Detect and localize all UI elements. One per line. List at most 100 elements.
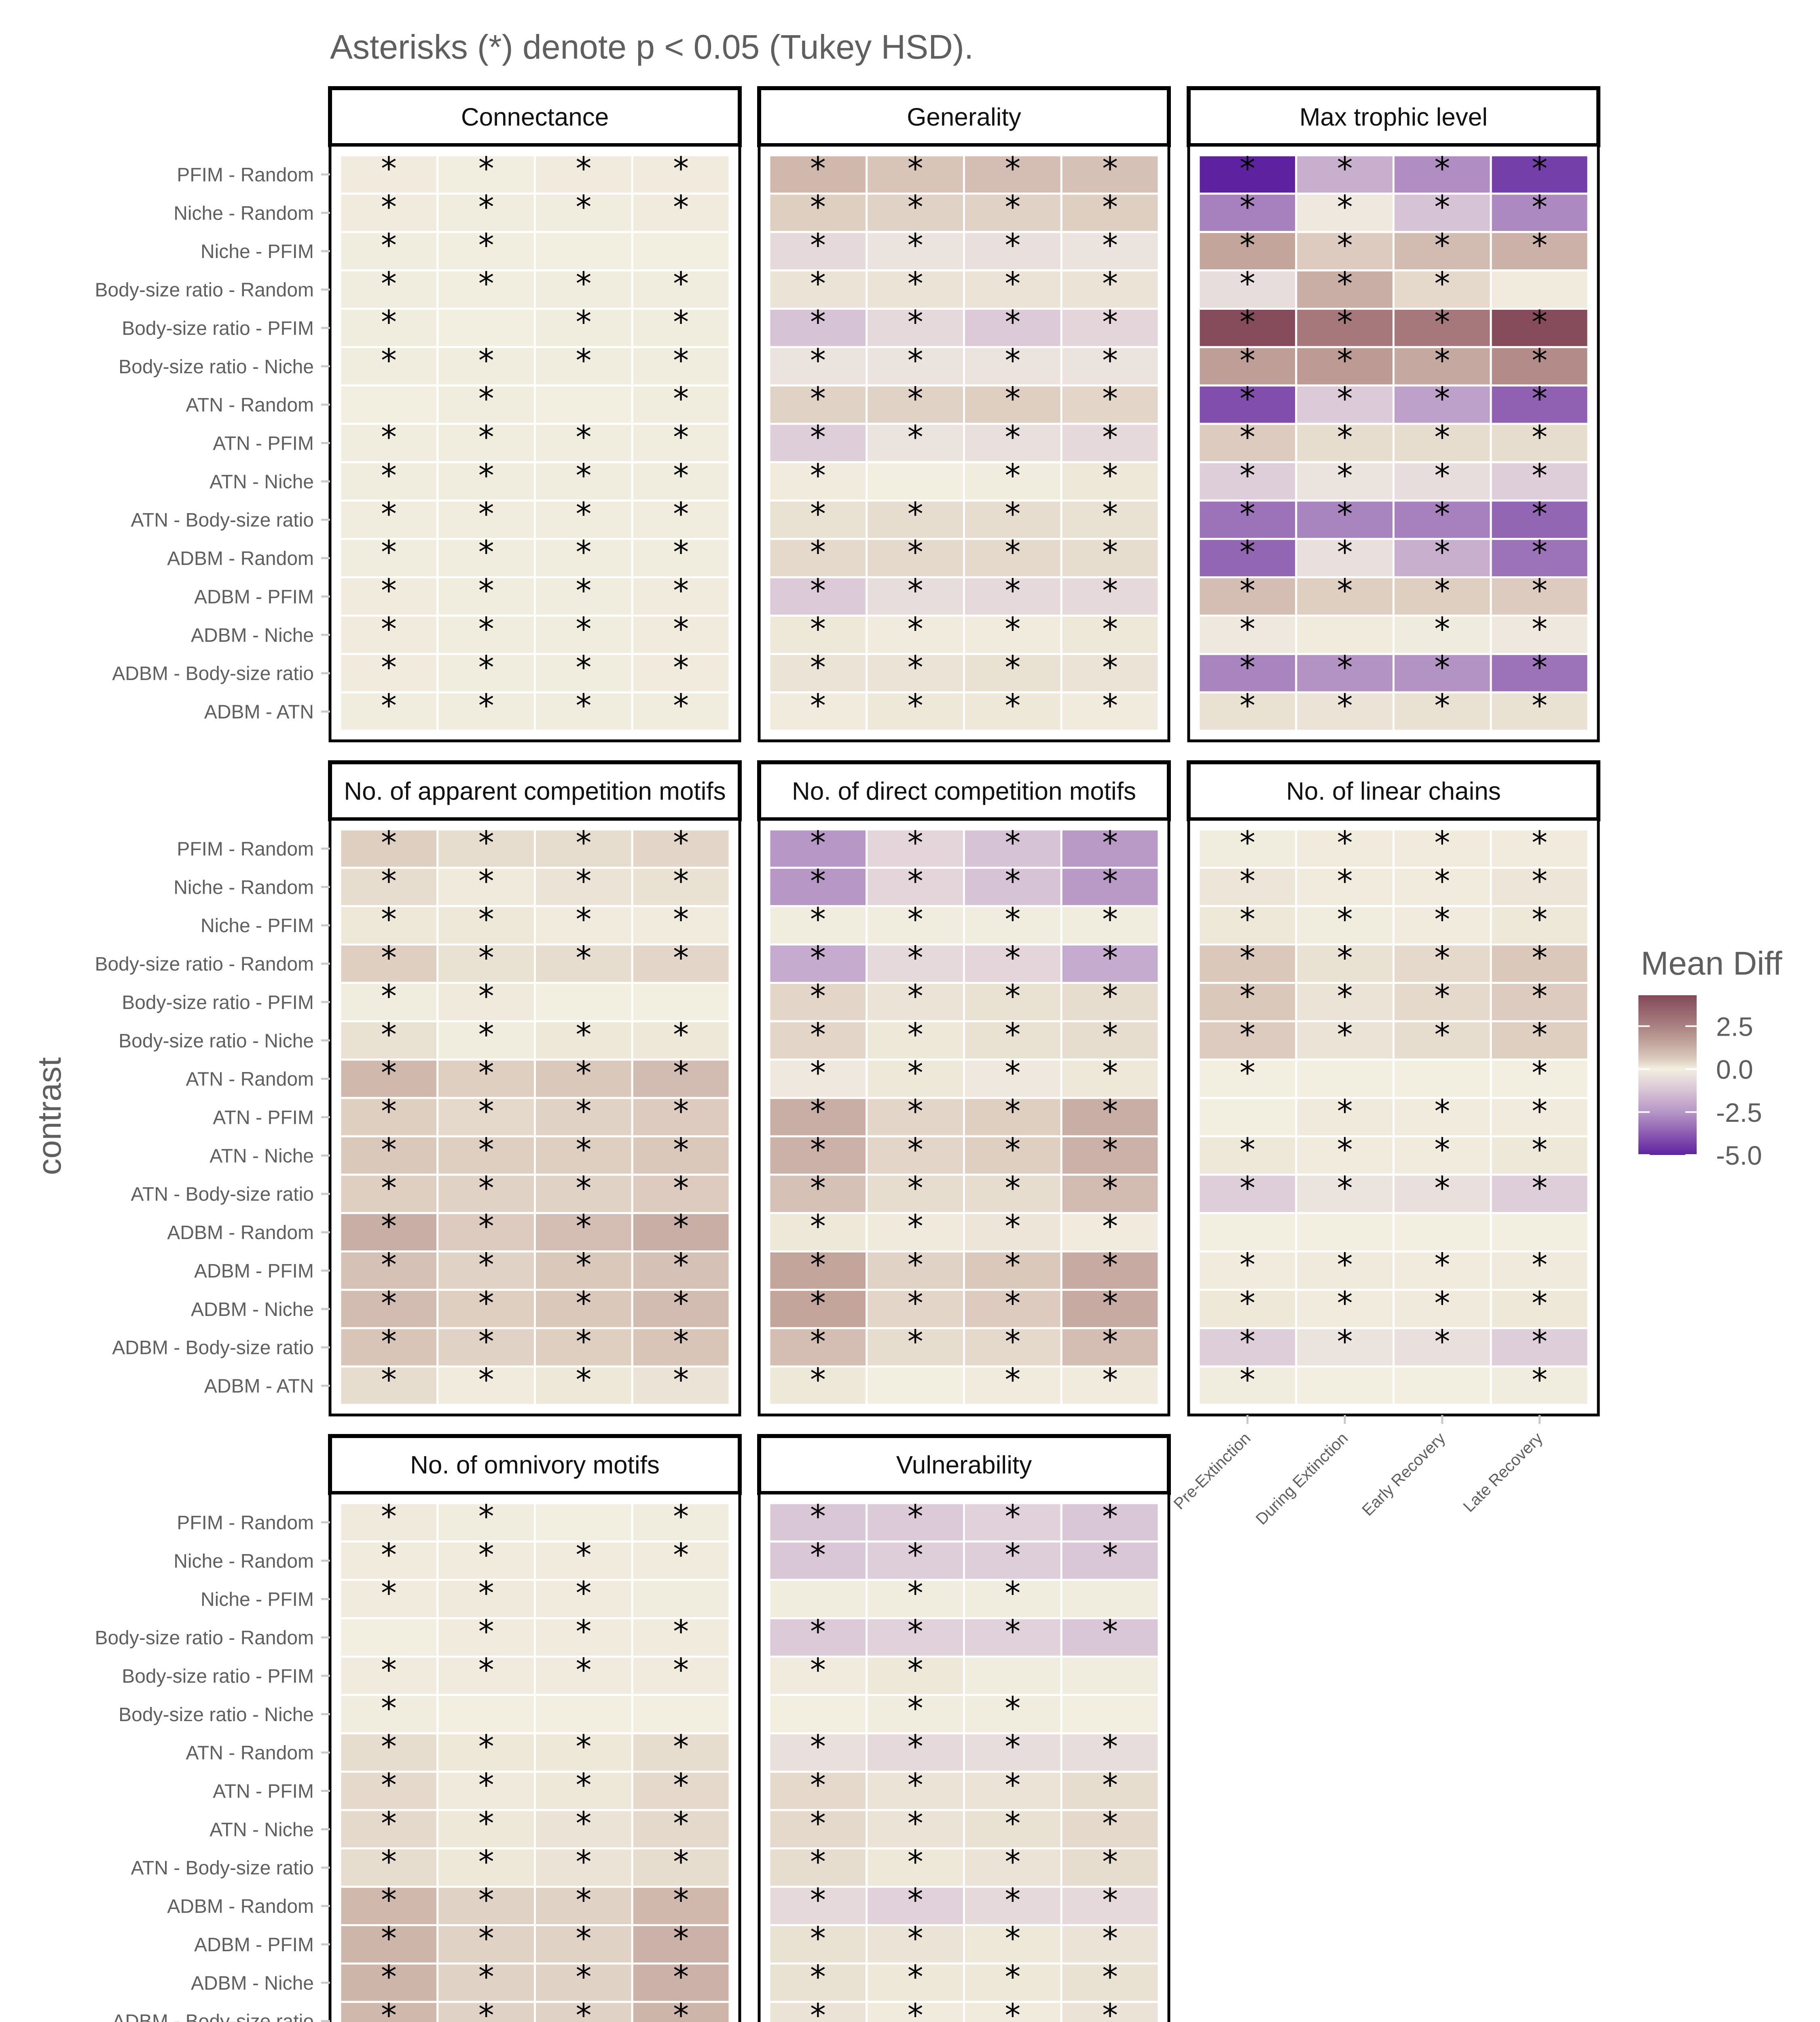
significance-asterisk: * [576,1806,591,1842]
significance-asterisk: * [1434,940,1450,977]
significance-asterisk: * [1434,381,1450,417]
significance-asterisk: * [810,1324,826,1360]
significance-asterisk: * [1240,1247,1255,1284]
y-tick-label: Body-size ratio - Random [95,279,314,301]
significance-asterisk: * [1434,863,1450,900]
significance-asterisk: * [381,1499,397,1535]
heatmap-cell [436,1809,536,1850]
significance-asterisk: * [478,1614,494,1650]
heatmap-cell [1295,576,1395,617]
heatmap-cell [534,1847,633,1888]
heatmap-cell [1060,691,1160,732]
significance-asterisk: * [381,1247,397,1284]
significance-asterisk: * [478,940,494,977]
significance-asterisk: * [381,1844,397,1880]
y-tick-label: ATN - Random [186,1069,314,1090]
significance-asterisk: * [1532,1285,1547,1322]
significance-asterisk: * [673,825,689,861]
significance-asterisk: * [576,825,591,861]
significance-asterisk: * [908,304,923,341]
significance-asterisk: * [1102,1017,1118,1053]
significance-asterisk: * [381,1132,397,1168]
heatmap-cell [1393,1212,1492,1253]
significance-asterisk: * [478,1017,494,1053]
heatmap-cell [631,1694,731,1734]
y-tick-label: ADBM - PFIM [194,1934,314,1956]
significance-asterisk: * [1240,940,1255,977]
panel-no-of-apparent-competition-motifs: No. of apparent competition motifs* * * ** *… [95,760,742,1417]
significance-asterisk: * [1102,343,1118,379]
y-tick-label: ATN - Random [186,1743,314,1764]
facet-strip-label: Connectance [461,104,609,131]
significance-asterisk: * [673,1324,689,1360]
significance-asterisk: * [478,902,494,938]
y-tick-label: Body-size ratio - PFIM [122,318,314,339]
significance-asterisk: * [1240,649,1255,686]
y-tick-label: ADBM - ATN [204,702,314,723]
heatmap-cell [631,1097,731,1138]
significance-asterisk: * [908,266,923,302]
significance-asterisk: * [1005,1997,1020,2022]
heatmap-cell [631,384,731,425]
heatmap-cell [436,1365,536,1406]
significance-asterisk: * [810,1093,826,1130]
heatmap-cell [436,1579,536,1620]
heatmap-cell [768,499,868,540]
heatmap-cell [436,1174,536,1214]
heatmap-cell [534,1288,633,1329]
heatmap-cell [631,1365,731,1406]
significance-asterisk: * [576,1921,591,1957]
significance-asterisk: * [1240,535,1255,571]
y-tick-label: ATN - PFIM [213,1107,314,1129]
heatmap-cell [1198,905,1297,946]
significance-asterisk: * [1240,458,1255,494]
significance-asterisk: * [673,1017,689,1053]
significance-asterisk: * [1005,1806,1020,1842]
significance-asterisk: * [810,1729,826,1765]
significance-asterisk: * [1434,573,1450,609]
significance-asterisk: * [381,1537,397,1574]
significance-asterisk: * [478,1882,494,1919]
significance-asterisk: * [576,1576,591,1612]
significance-asterisk: * [1337,458,1353,494]
significance-asterisk: * [381,1806,397,1842]
significance-asterisk: * [810,189,826,226]
significance-asterisk: * [381,343,397,379]
heatmap-cell [1295,653,1395,694]
heatmap-cell [1295,384,1395,425]
heatmap-cell [339,1694,439,1734]
heatmap-cell [768,1694,868,1734]
heatmap-cell [436,1847,536,1888]
significance-asterisk: * [576,1729,591,1765]
significance-asterisk: * [810,1921,826,1957]
significance-asterisk: * [810,940,826,977]
heatmap-cell [963,1924,1062,1965]
significance-asterisk: * [1240,304,1255,341]
significance-asterisk: * [1337,1247,1353,1284]
significance-asterisk: * [1434,496,1450,533]
heatmap-cell [1490,1288,1589,1329]
heatmap-cell [339,1962,439,2003]
significance-asterisk: * [673,266,689,302]
significance-asterisk: * [1532,1247,1547,1284]
significance-asterisk: * [576,419,591,456]
significance-asterisk: * [478,496,494,533]
heatmap-cell [1060,867,1160,907]
heatmap-cell [768,1327,868,1368]
significance-asterisk: * [381,1652,397,1688]
color-legend: Mean Diff 2.5 0.0 -2.5 -5.0 [1638,945,1782,1170]
significance-asterisk: * [381,1285,397,1322]
panel-generality: Generality* * * ** * * ** * * ** * * ** * * ** * * ** * * ** *… [757,86,1171,742]
y-tick-label: Body-size ratio - PFIM [122,1666,314,1687]
heatmap-cell [963,1732,1062,1773]
significance-asterisk: * [810,151,826,187]
significance-asterisk: * [1240,228,1255,264]
heatmap-cell [963,461,1062,502]
heatmap-cell [339,1617,439,1658]
significance-asterisk: * [908,1767,923,1804]
significance-asterisk: * [673,458,689,494]
heatmap-cell [1060,943,1160,984]
significance-asterisk: * [1532,1170,1547,1207]
heatmap-cell [631,1962,731,2003]
heatmap-cell [1060,1212,1160,1253]
